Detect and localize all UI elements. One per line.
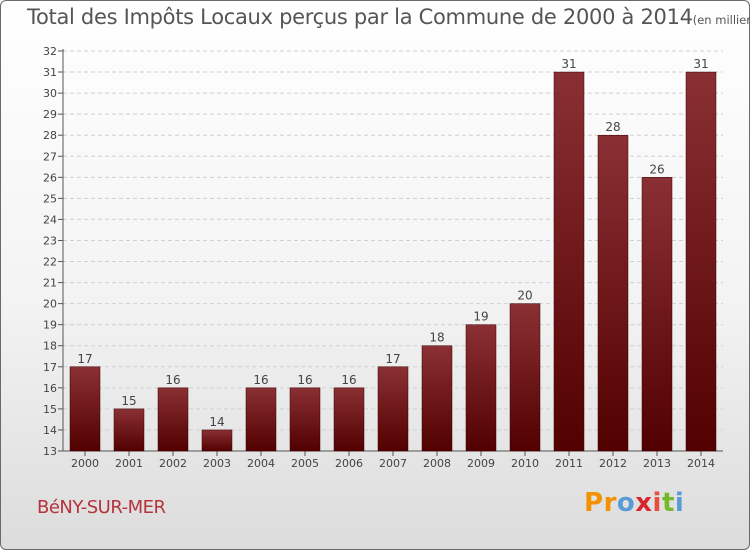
chart-title-main: Total des Impôts Locaux perçus par la Co… (27, 5, 693, 29)
y-tick-label: 13 (43, 445, 57, 458)
bar (333, 387, 365, 452)
y-tick-label: 15 (43, 403, 57, 416)
logo-letter: P (584, 488, 604, 518)
bar-value-label: 20 (517, 289, 532, 303)
y-tick-label: 29 (43, 108, 57, 121)
y-tick-label: 28 (43, 129, 57, 142)
x-tick-label: 2000 (71, 457, 99, 470)
y-tick-label: 31 (43, 66, 57, 79)
x-tick-label: 2012 (599, 457, 627, 470)
y-tick-label: 30 (43, 87, 57, 100)
logo-letter: i (674, 488, 685, 518)
x-tick-label: 2003 (203, 457, 231, 470)
chart-title: Total des Impôts Locaux perçus par la Co… (27, 5, 749, 29)
bar-value-label: 15 (121, 394, 136, 408)
bar-value-label: 18 (429, 331, 444, 345)
bar (465, 324, 497, 452)
x-tick-label: 2004 (247, 457, 275, 470)
logo-letter: x (635, 488, 653, 518)
bar (201, 429, 233, 452)
y-tick-label: 20 (43, 298, 57, 311)
x-tick-label: 2013 (643, 457, 671, 470)
x-tick-label: 2008 (423, 457, 451, 470)
bar (245, 387, 277, 452)
logo-letter: i (652, 488, 662, 518)
x-tick-label: 2011 (555, 457, 583, 470)
x-tick-label: 2005 (291, 457, 319, 470)
bar (157, 387, 189, 452)
bar (553, 71, 585, 452)
x-tick-label: 2014 (687, 457, 715, 470)
chart-title-unit: (en milliers d'€) (692, 13, 749, 27)
data-labels: 17 15 16 14 16 16 16 17 18 19 20 31 28 26 31 (77, 57, 708, 429)
proxiti-logo[interactable]: Proxiti (584, 488, 684, 518)
y-tick-label: 21 (43, 277, 57, 290)
bar-value-label: 17 (385, 352, 400, 366)
bar (289, 387, 321, 452)
bar-value-label: 16 (253, 373, 268, 387)
bar (641, 177, 673, 452)
x-tick-label: 2001 (115, 457, 143, 470)
bar-value-label: 14 (209, 415, 224, 429)
x-tick-label: 2006 (335, 457, 363, 470)
y-tick-label: 25 (43, 192, 57, 205)
y-tick-label: 24 (43, 213, 57, 226)
bar-value-label: 31 (693, 57, 708, 71)
bar (685, 71, 717, 452)
y-tick-label: 14 (43, 424, 57, 437)
bar-value-label: 26 (649, 162, 664, 176)
logo-letter: o (616, 488, 636, 518)
bar (421, 345, 453, 452)
bar (69, 366, 101, 452)
bar-value-label: 16 (341, 373, 356, 387)
bars (69, 71, 717, 452)
y-tick-label: 19 (43, 319, 57, 332)
y-tick-label: 22 (43, 256, 57, 269)
bar (377, 366, 409, 452)
y-tick-label: 18 (43, 340, 57, 353)
bar-value-label: 17 (77, 352, 92, 366)
bar (113, 408, 145, 452)
x-tick-label: 2002 (159, 457, 187, 470)
logo-letter: t (661, 488, 675, 518)
commune-name: BéNY-SUR-MER (37, 497, 166, 518)
x-tick-label: 2010 (511, 457, 539, 470)
logo-letter: r (603, 488, 617, 518)
bar-value-label: 16 (165, 373, 180, 387)
y-tick-label: 26 (43, 171, 57, 184)
y-tick-label: 16 (43, 382, 57, 395)
bar-value-label: 31 (561, 57, 576, 71)
x-tick-label: 2007 (379, 457, 407, 470)
bar-value-label: 28 (605, 120, 620, 134)
bar-value-label: 19 (473, 310, 488, 324)
y-tick-label: 23 (43, 234, 57, 247)
bar (509, 303, 541, 452)
y-tick-label: 32 (43, 45, 57, 58)
y-tick-label: 17 (43, 361, 57, 374)
bar (597, 134, 629, 452)
y-tick-label: 27 (43, 150, 57, 163)
bar-value-label: 16 (297, 373, 312, 387)
x-tick-label: 2009 (467, 457, 495, 470)
axes: 13 14 15 16 17 18 19 20 21 22 23 24 25 26 27 28 29 30 31 32… (43, 45, 723, 470)
